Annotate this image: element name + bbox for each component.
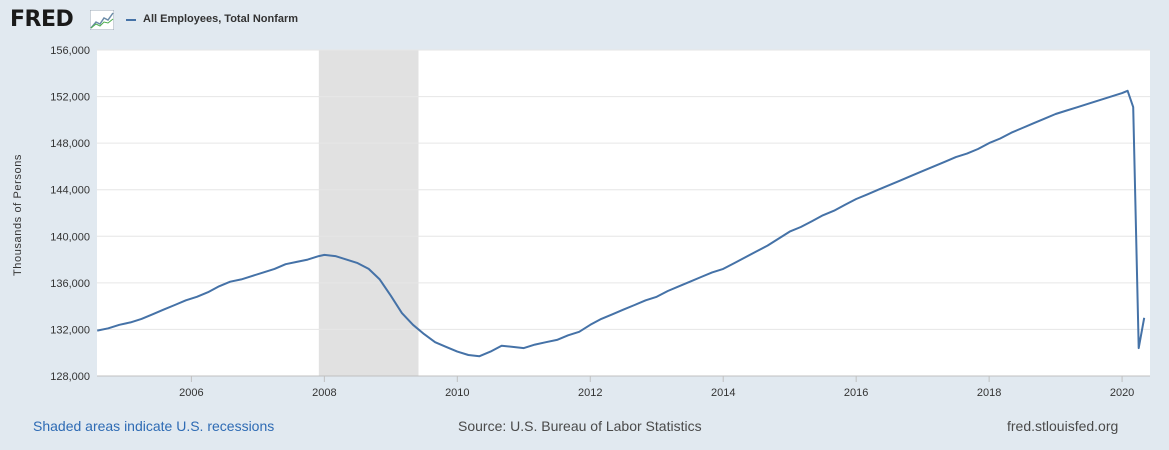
y-tick-label: 132,000 — [50, 324, 90, 336]
x-tick-label: 2008 — [312, 387, 336, 399]
legend-series-label: All Employees, Total Nonfarm — [143, 13, 299, 25]
y-axis: 128,000 132,000 136,000 140,000 144,000 148,0… — [50, 45, 90, 383]
y-tick-label: 148,000 — [50, 138, 90, 150]
y-tick-label: 152,000 — [50, 92, 90, 104]
legend-swatch — [126, 19, 136, 21]
chart-area: 128,000 132,000 136,000 140,000 144,000 148,0… — [50, 45, 1150, 399]
chart-header: FRED All Employees, Total Nonfarm — [0, 0, 1169, 40]
y-tick-label: 128,000 — [50, 371, 90, 383]
x-tick-label: 2020 — [1110, 387, 1134, 399]
series-line — [96, 89, 1146, 358]
x-tick-label: 2014 — [711, 387, 735, 399]
y-tick-label: 136,000 — [50, 278, 90, 290]
y-axis-title: Thousands of Persons — [12, 153, 24, 277]
source-note: Source: U.S. Bureau of Labor Statistics — [458, 418, 702, 434]
x-tick-label: 2006 — [179, 387, 203, 399]
site-url[interactable]: fred.stlouisfed.org — [1007, 418, 1119, 434]
x-tick-label: 2012 — [578, 387, 602, 399]
x-tick-label: 2010 — [445, 387, 469, 399]
grid-lines — [97, 49, 1150, 330]
plot-background — [97, 50, 1150, 376]
y-tick-label: 156,000 — [50, 45, 90, 57]
recession-band — [318, 50, 419, 376]
line-chart-icon — [90, 10, 114, 30]
y-tick-label: 140,000 — [50, 231, 90, 243]
recession-layer — [318, 50, 419, 376]
recession-note-link[interactable]: Shaded areas indicate U.S. recessions — [33, 418, 275, 434]
x-tick-label: 2018 — [977, 387, 1001, 399]
x-tick-label: 2016 — [844, 387, 868, 399]
y-tick-label: 144,000 — [50, 185, 90, 197]
fred-logo[interactable]: FRED — [10, 7, 74, 32]
x-axis: 2006 2008 2010 2012 2014 2016 2018 2020 — [97, 375, 1150, 399]
